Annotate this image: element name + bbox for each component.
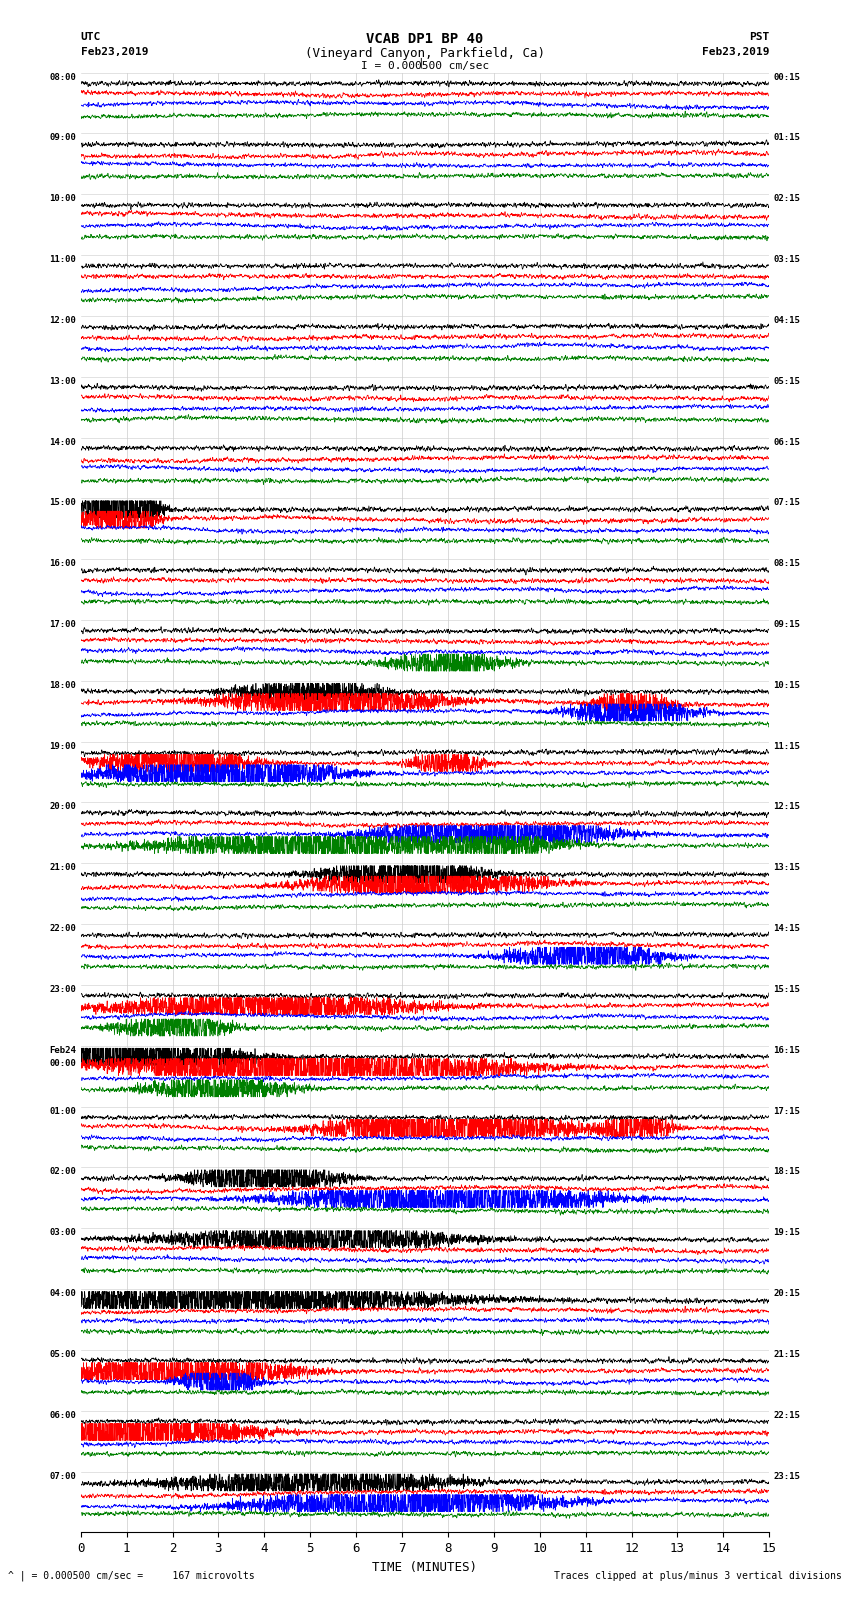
Text: 07:15: 07:15 [774,498,801,508]
Text: 09:00: 09:00 [49,134,76,142]
Text: 23:15: 23:15 [774,1471,801,1481]
Text: 03:15: 03:15 [774,255,801,265]
Text: 00:15: 00:15 [774,73,801,82]
Text: 19:00: 19:00 [49,742,76,750]
Text: 02:00: 02:00 [49,1168,76,1176]
Text: Feb23,2019: Feb23,2019 [81,47,148,56]
Text: 12:15: 12:15 [774,803,801,811]
Text: 13:15: 13:15 [774,863,801,873]
Text: |: | [417,56,424,68]
Text: 18:15: 18:15 [774,1168,801,1176]
Text: 10:00: 10:00 [49,194,76,203]
Text: 11:00: 11:00 [49,255,76,265]
Text: 17:00: 17:00 [49,619,76,629]
Text: (Vineyard Canyon, Parkfield, Ca): (Vineyard Canyon, Parkfield, Ca) [305,47,545,60]
Text: 17:15: 17:15 [774,1107,801,1116]
Text: 08:15: 08:15 [774,560,801,568]
Text: I = 0.000500 cm/sec: I = 0.000500 cm/sec [361,61,489,71]
Text: UTC: UTC [81,32,101,42]
Text: VCAB DP1 BP 40: VCAB DP1 BP 40 [366,32,484,47]
Text: 23:00: 23:00 [49,986,76,994]
Text: 07:00: 07:00 [49,1471,76,1481]
Text: 21:15: 21:15 [774,1350,801,1358]
Text: ^ | = 0.000500 cm/sec =     167 microvolts: ^ | = 0.000500 cm/sec = 167 microvolts [8,1569,255,1581]
Text: 06:15: 06:15 [774,437,801,447]
Text: 05:15: 05:15 [774,377,801,386]
Text: 16:15: 16:15 [774,1045,801,1055]
X-axis label: TIME (MINUTES): TIME (MINUTES) [372,1561,478,1574]
Text: 11:15: 11:15 [774,742,801,750]
Text: 08:00: 08:00 [49,73,76,82]
Text: 05:00: 05:00 [49,1350,76,1358]
Text: Feb23,2019: Feb23,2019 [702,47,769,56]
Text: 12:00: 12:00 [49,316,76,324]
Text: 03:00: 03:00 [49,1227,76,1237]
Text: 21:00: 21:00 [49,863,76,873]
Text: 04:00: 04:00 [49,1289,76,1298]
Text: PST: PST [749,32,769,42]
Text: 09:15: 09:15 [774,619,801,629]
Text: 19:15: 19:15 [774,1227,801,1237]
Text: 16:00: 16:00 [49,560,76,568]
Text: 00:00: 00:00 [49,1058,76,1068]
Text: 10:15: 10:15 [774,681,801,690]
Text: Feb24: Feb24 [49,1045,76,1055]
Text: 01:15: 01:15 [774,134,801,142]
Text: 14:15: 14:15 [774,924,801,932]
Text: 15:00: 15:00 [49,498,76,508]
Text: 22:15: 22:15 [774,1411,801,1419]
Text: 15:15: 15:15 [774,986,801,994]
Text: 20:00: 20:00 [49,803,76,811]
Text: 04:15: 04:15 [774,316,801,324]
Text: 13:00: 13:00 [49,377,76,386]
Text: 22:00: 22:00 [49,924,76,932]
Text: 06:00: 06:00 [49,1411,76,1419]
Text: 20:15: 20:15 [774,1289,801,1298]
Text: 01:00: 01:00 [49,1107,76,1116]
Text: Traces clipped at plus/minus 3 vertical divisions: Traces clipped at plus/minus 3 vertical … [553,1571,842,1581]
Text: 18:00: 18:00 [49,681,76,690]
Text: 14:00: 14:00 [49,437,76,447]
Text: 02:15: 02:15 [774,194,801,203]
